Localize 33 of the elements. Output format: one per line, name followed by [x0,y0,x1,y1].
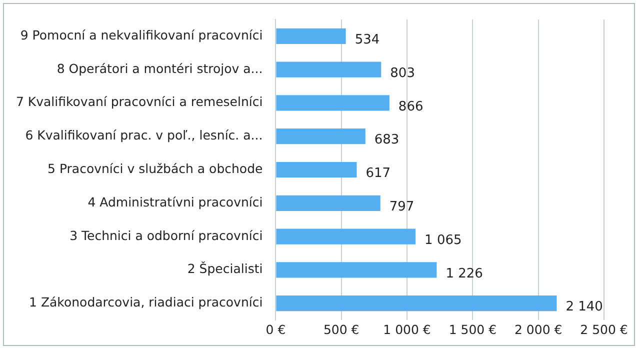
data-label: 2 140 [566,300,603,315]
bar [276,128,366,144]
bar [276,62,382,78]
data-label: 1 226 [446,266,483,282]
y-tick-label: 2 Špecialisti [187,261,263,276]
data-label: 797 [389,200,414,215]
y-tick-label: 4 Administratívni pracovníci [88,194,263,210]
data-label: 617 [366,166,391,182]
y-tick-label: 3 Technici a odborní pracovníci [70,228,263,243]
x-tick-label: 500 € [323,322,360,337]
y-tick-label: 6 Kvalifikovaní prac. v poľ., lesníc. a... [25,128,263,143]
bar [276,95,390,111]
bar [276,195,380,211]
data-label: 866 [398,99,424,114]
data-label: 1 065 [424,232,462,248]
y-tick-label: 5 Pracovníci v službách a obchode [48,161,264,176]
bar [276,162,357,178]
x-tick-label: 1 000 € [383,322,431,337]
x-tick-label: 2 500 € [580,322,628,337]
bar [276,262,437,278]
y-tick-label: 7 Kvalifikovaní pracovníci a remeselníci [16,94,263,110]
data-label: 683 [374,132,400,148]
x-tick-label: 1 500 € [448,322,497,337]
y-tick-label: 1 Zákonodarcovia, riadiaci pracovníci [29,294,263,310]
data-label: 803 [390,66,415,81]
y-tick-label: 9 Pomocní a nekvalifikovaní pracovníci [20,27,263,42]
y-tick-label: 8 Operátori a montéri strojov a... [56,60,263,76]
x-tick-label: 2 000 € [514,322,562,337]
bar [276,28,346,44]
x-tick-label: 0 € [266,322,286,337]
bar [276,296,557,312]
data-label: 534 [354,32,380,48]
bar [276,228,416,244]
